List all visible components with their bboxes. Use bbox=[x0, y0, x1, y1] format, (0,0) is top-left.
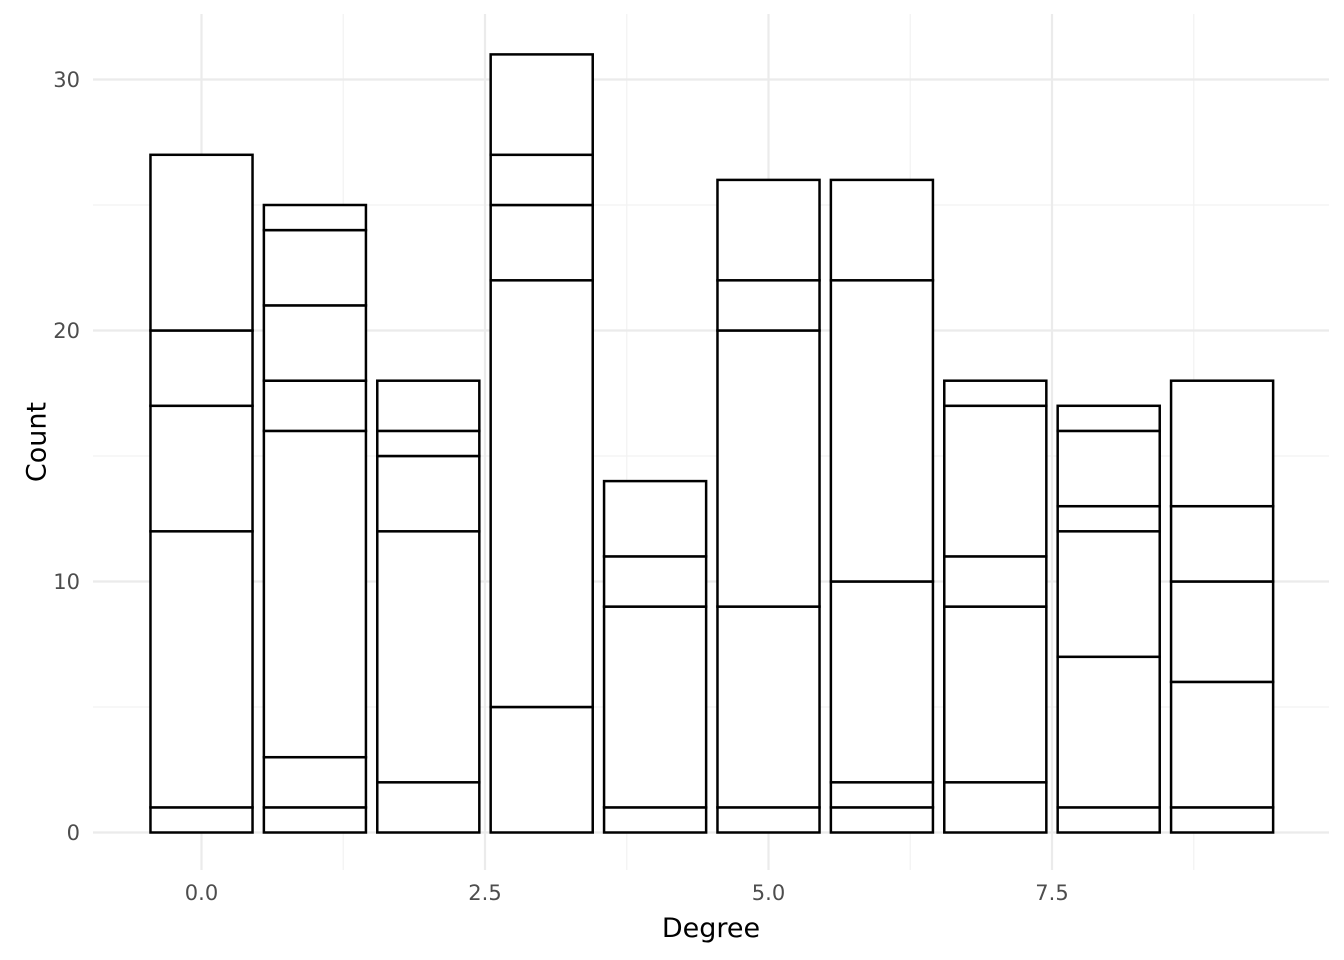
bar-segment bbox=[1169, 379, 1275, 508]
y-tick-label: 10 bbox=[53, 570, 80, 594]
x-tick-label: 0.0 bbox=[185, 881, 218, 905]
bar-segment bbox=[829, 580, 935, 784]
bar-segment bbox=[602, 555, 708, 608]
bar-segment bbox=[376, 429, 481, 458]
bar-segment bbox=[829, 279, 935, 583]
bar-segment bbox=[1169, 504, 1275, 583]
bar-1 bbox=[262, 203, 368, 834]
bar-9 bbox=[1169, 379, 1275, 834]
bar-segment bbox=[602, 479, 708, 558]
bar-segment bbox=[149, 530, 254, 809]
y-axis-title: Count bbox=[21, 402, 52, 482]
bar-segment bbox=[1169, 580, 1275, 684]
bar-segment bbox=[262, 429, 368, 759]
bar-segment bbox=[716, 279, 821, 332]
bar-5 bbox=[716, 178, 821, 834]
bar-6 bbox=[829, 178, 935, 834]
bar-segment bbox=[943, 781, 1048, 834]
bar-segment bbox=[262, 304, 368, 382]
bar-segment bbox=[376, 781, 481, 834]
bar-segment bbox=[149, 329, 254, 408]
y-tick-label: 30 bbox=[53, 68, 80, 92]
bar-segment bbox=[602, 806, 708, 834]
bar-segment bbox=[1169, 806, 1275, 834]
bar-segment bbox=[489, 705, 594, 834]
x-tick-label: 2.5 bbox=[468, 881, 501, 905]
bar-segment bbox=[149, 404, 254, 533]
bar-segment bbox=[489, 279, 594, 709]
bar-segment bbox=[716, 806, 821, 834]
bar-segment bbox=[829, 178, 935, 282]
tick-labels: 0.0 2.5 5.0 7.5 0 10 20 30 bbox=[53, 68, 1068, 905]
x-tick-label: 5.0 bbox=[752, 881, 785, 905]
bar-segment bbox=[1169, 680, 1275, 809]
bar-4 bbox=[602, 479, 708, 834]
bar-segment bbox=[262, 755, 368, 809]
bar-7 bbox=[943, 379, 1048, 834]
bar-2 bbox=[376, 379, 481, 834]
bar-segment bbox=[1056, 806, 1161, 834]
bar-segment bbox=[943, 605, 1048, 784]
bar-segment bbox=[943, 379, 1048, 408]
bar-segment bbox=[1056, 655, 1161, 809]
bar-segment bbox=[716, 329, 821, 608]
bar-segment bbox=[262, 203, 368, 232]
bars bbox=[149, 53, 1275, 834]
bar-segment bbox=[262, 379, 368, 433]
y-tick-label: 0 bbox=[67, 821, 80, 845]
bar-segment bbox=[943, 404, 1048, 558]
bar-segment bbox=[1056, 429, 1161, 508]
y-tick-label: 20 bbox=[53, 319, 80, 343]
bar-segment bbox=[376, 379, 481, 433]
bar-segment bbox=[149, 153, 254, 332]
bar-segment bbox=[489, 153, 594, 207]
bar-3 bbox=[489, 53, 594, 834]
x-axis-title: Degree bbox=[662, 913, 760, 944]
bar-segment bbox=[1056, 504, 1161, 533]
bar-segment bbox=[376, 454, 481, 533]
bar-segment bbox=[716, 178, 821, 282]
bar-segment bbox=[489, 203, 594, 282]
bar-segment bbox=[1056, 530, 1161, 659]
bar-segment bbox=[149, 806, 254, 834]
bar-0 bbox=[149, 153, 254, 834]
bar-segment bbox=[376, 530, 481, 784]
bar-segment bbox=[829, 806, 935, 834]
bar-segment bbox=[489, 53, 594, 157]
bar-segment bbox=[262, 806, 368, 834]
bar-segment bbox=[943, 555, 1048, 608]
bar-segment bbox=[602, 605, 708, 809]
bar-segment bbox=[829, 781, 935, 809]
bar-segment bbox=[262, 228, 368, 307]
x-tick-label: 7.5 bbox=[1035, 881, 1068, 905]
bar-8 bbox=[1056, 404, 1161, 834]
bar-segment bbox=[1056, 404, 1161, 433]
bar-segment bbox=[716, 605, 821, 809]
